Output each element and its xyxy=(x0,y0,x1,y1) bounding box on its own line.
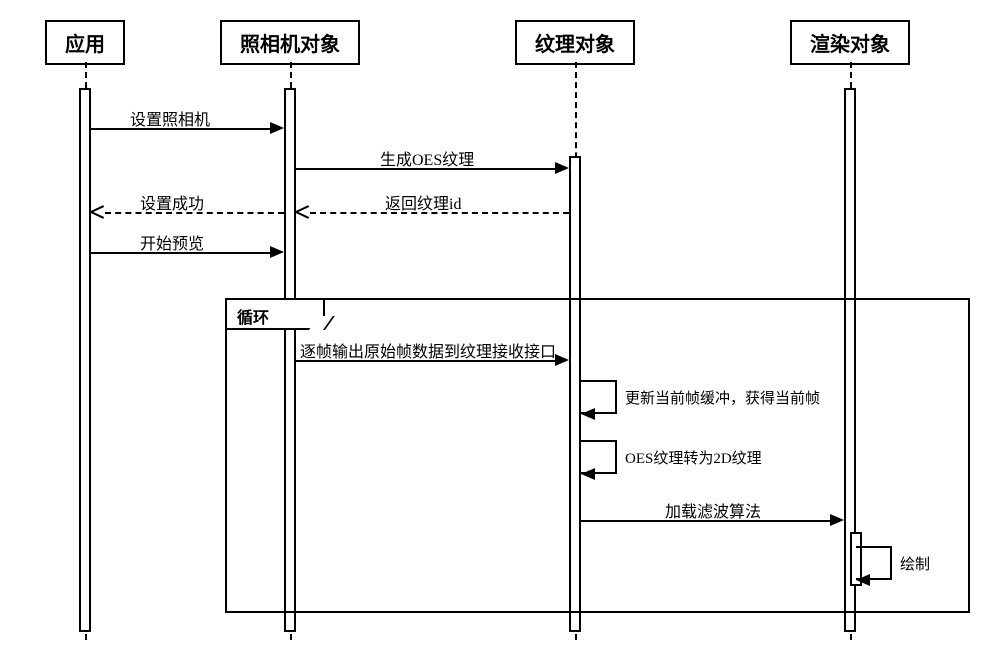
arrow-head xyxy=(830,514,844,526)
participant-camera: 照相机对象 xyxy=(220,20,360,65)
sequence-diagram: 应用 照相机对象 纹理对象 渲染对象设置照相机生成OES纹理返回纹理id 设置成功开始预… xyxy=(20,20,980,652)
message-label: 生成OES纹理 xyxy=(380,146,474,170)
arrow-head xyxy=(555,354,569,366)
arrow-head-open xyxy=(296,205,310,219)
message-label: 设置成功 xyxy=(140,190,204,214)
message-label: 加载滤波算法 xyxy=(665,498,761,522)
message-label: 逐帧输出原始帧数据到纹理接收接口 xyxy=(300,338,556,362)
participant-app: 应用 xyxy=(45,20,125,65)
arrow-head xyxy=(270,122,284,134)
message-label: 开始预览 xyxy=(140,230,204,254)
loop-label: 循环 xyxy=(225,298,325,330)
self-call-label: 绘制 xyxy=(900,553,930,574)
message-label: 返回纹理id xyxy=(385,190,461,214)
self-call-arrow xyxy=(856,574,870,586)
self-call-label: OES纹理转为2D纹理 xyxy=(625,447,762,468)
arrow-head xyxy=(270,246,284,258)
self-call-arrow xyxy=(581,408,595,420)
arrow-head xyxy=(555,162,569,174)
participant-tex: 纹理对象 xyxy=(515,20,635,65)
self-call-label: 更新当前帧缓冲，获得当前帧 xyxy=(625,387,820,408)
self-call-arrow xyxy=(581,468,595,480)
arrow-head-open xyxy=(91,205,105,219)
activation-app xyxy=(79,88,91,632)
participant-render: 渲染对象 xyxy=(790,20,910,65)
message-label: 设置照相机 xyxy=(130,106,210,130)
